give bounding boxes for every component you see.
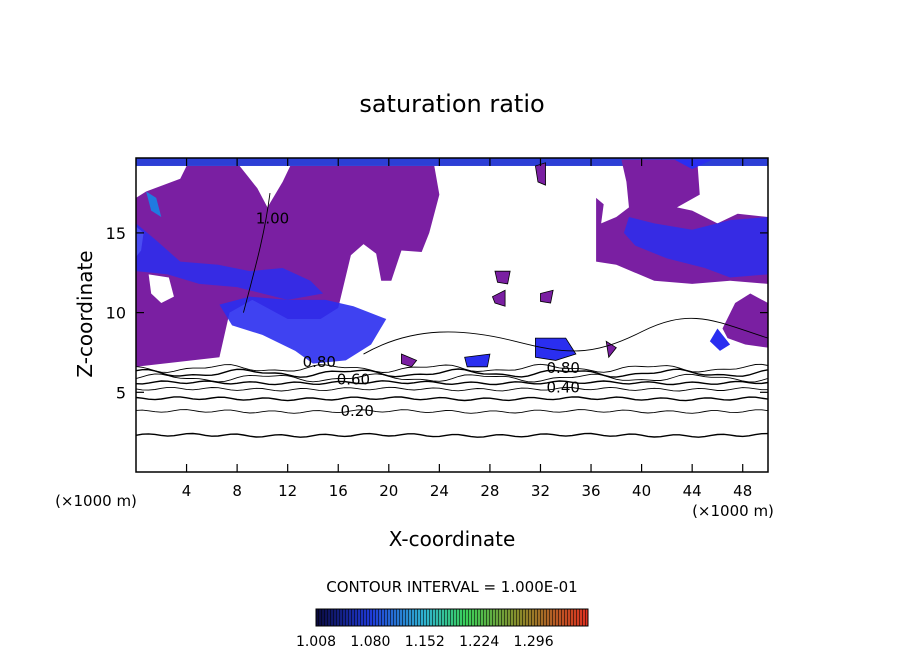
contour-line <box>363 317 769 355</box>
x-unit-left: (×1000 m) <box>55 492 137 510</box>
contour-label: 0.80 <box>303 353 336 371</box>
contour-line <box>135 386 768 392</box>
field-blue-right-top <box>674 159 713 170</box>
contour-line <box>135 396 769 402</box>
field-blue-lower <box>219 296 387 364</box>
contour-label: 0.20 <box>340 402 373 420</box>
contour-labels: 1.000.800.60 0.400.200.80 <box>256 209 580 420</box>
contour-line <box>135 363 769 373</box>
field-gap-left2 <box>148 274 174 304</box>
x-tick-label: 48 <box>733 482 752 500</box>
contour-line <box>135 380 769 386</box>
field-blue-right-low <box>709 328 731 351</box>
x-tick-label: 8 <box>232 482 242 500</box>
contour-line <box>135 368 769 378</box>
field-patch <box>535 337 577 361</box>
contour-label: 0.40 <box>547 378 580 396</box>
x-tick-label: 40 <box>632 482 651 500</box>
field-purple-left <box>136 165 440 367</box>
field-top-band <box>136 158 768 166</box>
field-patch <box>401 353 418 368</box>
field-patch <box>534 162 546 186</box>
contour-line <box>135 373 769 383</box>
colorbar-tick-label: 1.224 <box>459 634 499 650</box>
field-blue-right <box>623 216 768 278</box>
x-tick-label: 16 <box>329 482 348 500</box>
colorbar-tick-label: 1.152 <box>405 634 445 650</box>
plot-frame <box>135 157 769 473</box>
x-tick-label: 44 <box>683 482 702 500</box>
contour-line <box>135 409 769 414</box>
x-tick-label: 4 <box>182 482 192 500</box>
x-axis-label: X-coordinate <box>389 527 516 551</box>
contour-lines <box>135 193 769 438</box>
field-patch <box>540 289 554 304</box>
y-axis-label: Z-coordinate <box>73 250 97 377</box>
x-tick-label: 28 <box>480 482 499 500</box>
x-tick-label: 24 <box>430 482 449 500</box>
field-blue-top-left <box>146 191 162 217</box>
colorbar-tick-label: 1.080 <box>350 634 390 650</box>
x-unit-right: (×1000 m) <box>692 502 774 520</box>
colorbar-tick-label: 1.008 <box>296 634 336 650</box>
y-tick-label: 5 <box>116 383 126 402</box>
field-patch <box>464 353 491 368</box>
contour-label: 0.60 <box>337 370 370 388</box>
y-tick-label: 10 <box>106 304 126 323</box>
x-tick-label: 36 <box>581 482 600 500</box>
field-blue-band <box>136 223 324 300</box>
contour-label: 0.80 <box>547 359 580 377</box>
colorbar-labels: 1.008 1.080 1.152 1.224 1.296 <box>296 634 554 650</box>
colorbar-tick-label: 1.296 <box>514 634 554 650</box>
y-tick-label: 15 <box>106 224 126 243</box>
x-tick-label: 32 <box>531 482 550 500</box>
field-patch <box>491 289 506 307</box>
plot-area <box>136 158 768 368</box>
chart-title: saturation ratio <box>359 90 544 118</box>
colorbar <box>315 608 589 627</box>
field-purple-right-low <box>722 293 768 348</box>
x-tick-label: 20 <box>379 482 398 500</box>
contour-interval-text: CONTOUR INTERVAL = 1.000E-01 <box>326 578 577 596</box>
x-tick-label: 12 <box>278 482 297 500</box>
field-patch <box>494 270 511 285</box>
contour-line <box>135 432 769 438</box>
contour-label: 1.00 <box>256 209 289 227</box>
contour-line <box>243 193 271 313</box>
